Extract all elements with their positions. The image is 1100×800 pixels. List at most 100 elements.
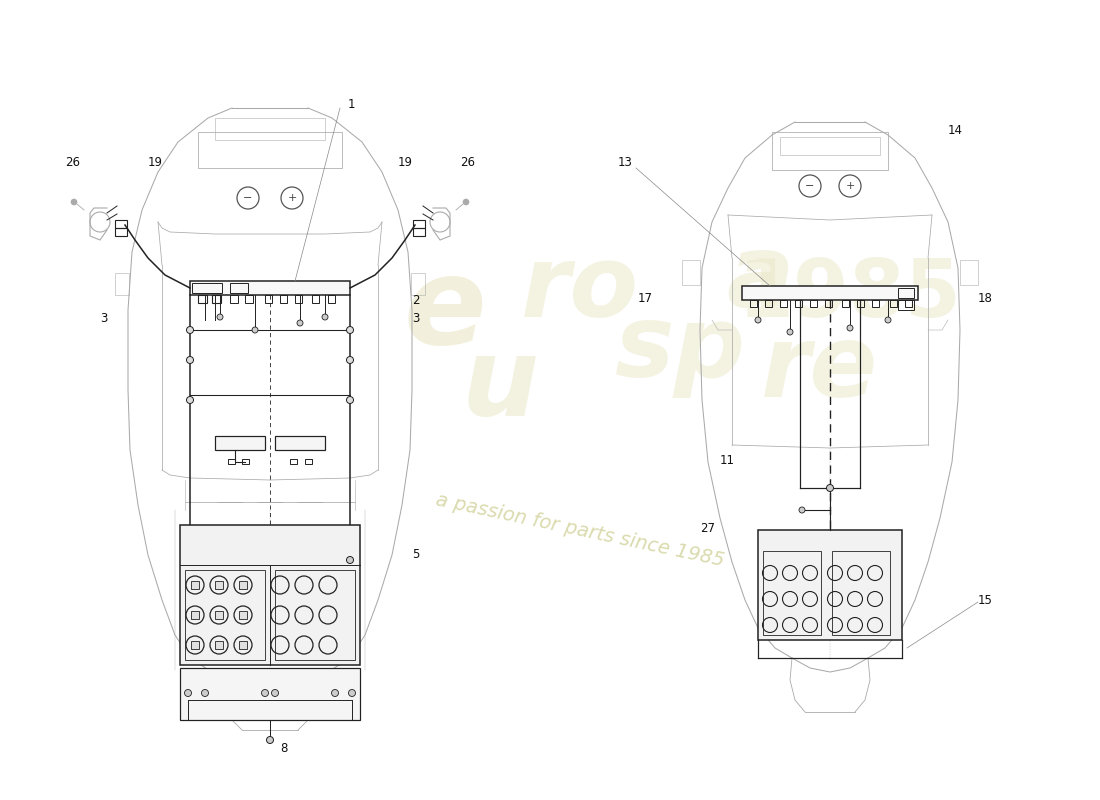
Bar [905,300,912,307]
Text: 26: 26 [65,155,80,169]
Text: 3: 3 [100,311,108,325]
Bar [212,295,221,303]
Bar [898,300,914,310]
Circle shape [272,690,278,697]
Circle shape [799,507,805,513]
Text: re: re [761,322,879,418]
Circle shape [322,314,328,320]
Bar [305,459,312,464]
Bar [198,295,207,303]
Bar [239,581,248,589]
Text: 1: 1 [348,98,355,111]
Text: 13: 13 [618,155,632,169]
Text: 8: 8 [280,742,287,754]
Bar [411,273,425,295]
Bar [116,228,127,236]
Text: 15: 15 [978,594,993,606]
Bar [763,551,821,635]
Text: −: − [805,181,815,191]
Bar [242,459,249,464]
Text: 19: 19 [148,155,163,169]
Text: a: a [726,231,794,329]
Bar [228,459,235,464]
Bar [832,551,890,635]
Bar [898,288,914,298]
Bar [772,132,888,170]
Circle shape [185,690,191,697]
Bar [742,286,918,300]
Bar [795,300,802,307]
Bar [857,300,864,307]
Bar [412,220,425,228]
Bar [750,300,757,307]
Circle shape [201,690,209,697]
Circle shape [266,737,274,743]
Bar [312,295,319,303]
Bar [192,283,222,293]
Text: u: u [461,332,539,438]
Text: 3: 3 [412,311,419,325]
Bar [191,581,199,589]
Bar [185,570,265,660]
Circle shape [297,320,302,326]
Bar [780,300,786,307]
Text: a passion for parts since 1985: a passion for parts since 1985 [434,490,726,570]
Bar [265,295,272,303]
Bar [191,641,199,649]
Bar [198,132,342,168]
Bar [780,137,880,155]
Circle shape [847,325,852,331]
Bar [412,228,425,236]
Circle shape [886,317,891,323]
Bar [214,581,223,589]
Bar [180,668,360,720]
Bar [758,530,902,640]
Bar [214,118,324,140]
Bar [116,220,127,228]
Circle shape [217,314,223,320]
Bar [214,436,265,450]
Text: +: + [287,193,297,203]
Bar [295,295,302,303]
Text: −: − [243,193,253,203]
Text: sp: sp [615,302,746,398]
Circle shape [187,357,194,363]
Bar [890,300,896,307]
Circle shape [346,326,353,334]
Text: 11: 11 [720,454,735,466]
Text: 14: 14 [948,123,962,137]
Circle shape [346,557,353,563]
Circle shape [72,199,77,205]
Circle shape [187,326,194,334]
Text: 17: 17 [638,291,653,305]
Circle shape [463,199,469,205]
Text: 26: 26 [460,155,475,169]
Bar [214,611,223,619]
Text: 1985: 1985 [738,256,961,334]
Bar [290,459,297,464]
Text: e: e [404,251,486,369]
Bar [682,260,700,285]
Text: 5: 5 [412,549,419,562]
Text: 27: 27 [700,522,715,534]
Text: 2: 2 [412,294,419,306]
Bar [180,525,360,665]
Bar [810,300,817,307]
Circle shape [755,317,761,323]
Bar [842,300,849,307]
Circle shape [346,397,353,403]
Bar [239,641,248,649]
Bar [116,273,129,295]
Circle shape [331,690,339,697]
Bar [280,295,287,303]
Bar [275,436,324,450]
Bar [230,283,248,293]
Bar [764,300,772,307]
Bar [230,295,238,303]
Bar [872,300,879,307]
Bar [245,295,253,303]
Bar [960,260,978,285]
Circle shape [187,397,194,403]
Circle shape [786,329,793,335]
Circle shape [349,690,355,697]
